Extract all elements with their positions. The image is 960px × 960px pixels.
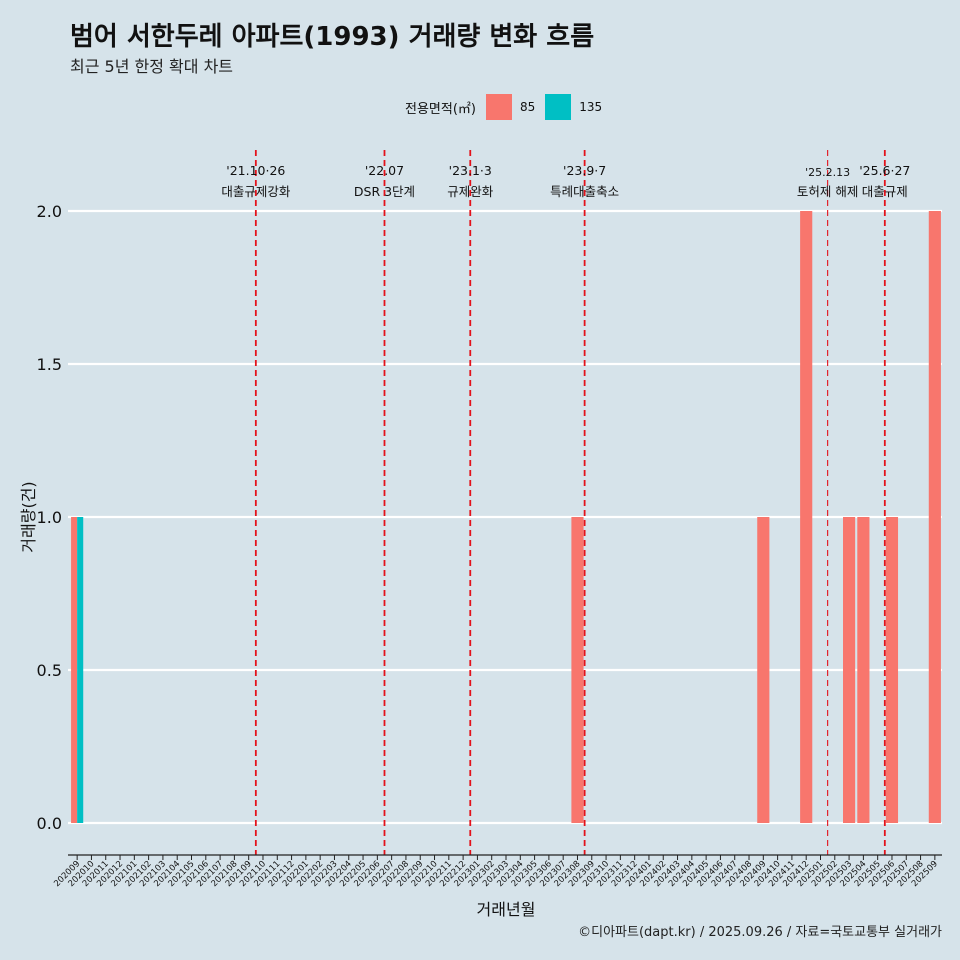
legend-label-135: 135	[579, 100, 603, 114]
legend-title: 전용면적(㎡)	[405, 101, 476, 117]
event-date-202506: '25.6·27	[859, 163, 910, 178]
event-label-202301: 규제완화	[447, 184, 494, 199]
legend-swatch-85	[485, 94, 512, 120]
event-label-202506: 대출규제	[862, 184, 908, 199]
chart-title: 범어 서한두레 아파트(1993) 거래량 변화 흐름	[70, 22, 595, 52]
event-date-202207: '22.07	[365, 163, 404, 178]
y-tick-label: 1.5	[37, 355, 62, 374]
y-tick-label: 1.0	[37, 508, 62, 527]
legend: 전용면적(㎡) 85 135	[405, 93, 612, 121]
event-label-202309: 특례대출축소	[550, 184, 619, 199]
event-date-202502: '25.2.13	[805, 166, 850, 179]
source-caption: ©디아파트(dapt.kr) / 2025.09.26 / 자료=국토교통부 실…	[578, 925, 942, 940]
bar-85-202506	[885, 517, 899, 823]
event-date-202110: '21.10·26	[226, 163, 285, 178]
event-date-202301: '23.1·3	[449, 163, 492, 178]
bar-85-202509	[928, 211, 941, 823]
event-label-202207: DSR 3단계	[354, 184, 415, 199]
y-tick-label: 0.0	[37, 814, 62, 833]
y-tick-label: 2.0	[37, 202, 62, 221]
legend-label-85: 85	[519, 100, 536, 114]
event-label-202110: 대출규제강화	[221, 184, 291, 199]
legend-swatch-135	[545, 94, 572, 120]
bar-85-202503	[843, 517, 856, 823]
x-axis-label: 거래년월	[477, 900, 536, 919]
chart-subtitle: 최근 5년 한정 확대 차트	[70, 57, 234, 76]
event-date-202309: '23.9·7	[563, 163, 606, 178]
bar-85-202409	[757, 517, 770, 823]
bar-85-202308	[571, 517, 584, 823]
bar-85-202412	[800, 211, 813, 823]
y-tick-label: 0.5	[37, 661, 62, 680]
bar-135-202009	[77, 517, 84, 823]
y-axis-label: 거래량(건)	[19, 481, 38, 552]
bar-85-202504	[857, 517, 870, 823]
event-label-202502: 토허제 해제	[797, 184, 858, 199]
bar-85-202009	[71, 517, 78, 823]
